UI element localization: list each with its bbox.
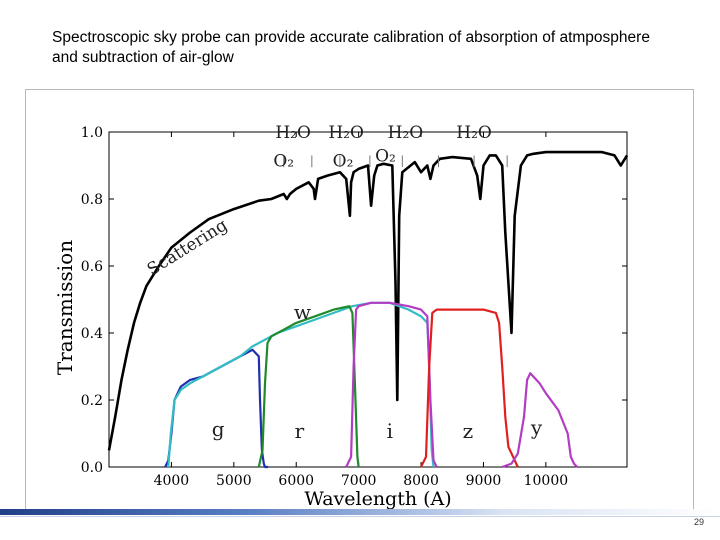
x-tick-label: 8000 (403, 473, 439, 489)
x-tick-label: 9000 (466, 473, 502, 489)
series-line-z (420, 308, 519, 468)
annotation-ho: H₂O (456, 123, 492, 143)
y-tick-label: 0.2 (81, 393, 103, 409)
y-tick-label: 0.0 (81, 460, 103, 476)
y-tick-label: 0.4 (81, 326, 103, 342)
series-line-w (167, 301, 435, 468)
annotation-i: i (387, 419, 393, 443)
series-line-i (345, 301, 438, 468)
annotation-r: r (295, 419, 305, 443)
y-tick-label: 1.0 (81, 125, 103, 141)
x-tick-label: 5000 (216, 473, 252, 489)
y-tick-label: 0.6 (81, 259, 103, 275)
plot-area-frame (108, 131, 628, 468)
annotation-scattering: Scattering (144, 215, 231, 280)
annotation-ho: H₂O (388, 123, 424, 143)
y-tick-label: 0.8 (81, 192, 103, 208)
annotation-ho: H₂O (328, 123, 364, 143)
footer-bar (0, 509, 720, 515)
y-axis-label: Transmission (53, 240, 77, 375)
series-line-atmosphere (107, 150, 629, 451)
annotation-y: y (530, 415, 543, 439)
x-tick-label: 4000 (154, 473, 190, 489)
page-number: 29 (693, 517, 704, 527)
series-line-g (164, 348, 269, 469)
series-line-y (501, 372, 578, 469)
annotation-g: g (212, 417, 225, 441)
annotation-o: O₂ (375, 146, 396, 166)
x-axis-label: Wavelength (A) (304, 488, 451, 510)
annotation-w: w (294, 300, 311, 324)
transmission-chart: 0.0 0.2 0.4 0.6 0.8 1.0 4000 5000 6000 7000 8000 90… (25, 89, 694, 512)
annotation-o: O₂ (273, 151, 294, 171)
x-tick-label: 6000 (278, 473, 314, 489)
annotation-z: z (463, 419, 474, 443)
x-tick-label: 7000 (341, 473, 377, 489)
slide-title: Spectroscopic sky probe can provide accu… (52, 29, 650, 66)
annotation-ho: H₂O (275, 123, 311, 143)
series-line-r (257, 305, 360, 468)
x-tick-label: 10000 (524, 473, 569, 489)
footer-line (0, 516, 720, 517)
chart-svg: 0.0 0.2 0.4 0.6 0.8 1.0 4000 5000 6000 7000 8000 90… (53, 123, 629, 510)
annotation-o: O₂ (333, 151, 354, 171)
